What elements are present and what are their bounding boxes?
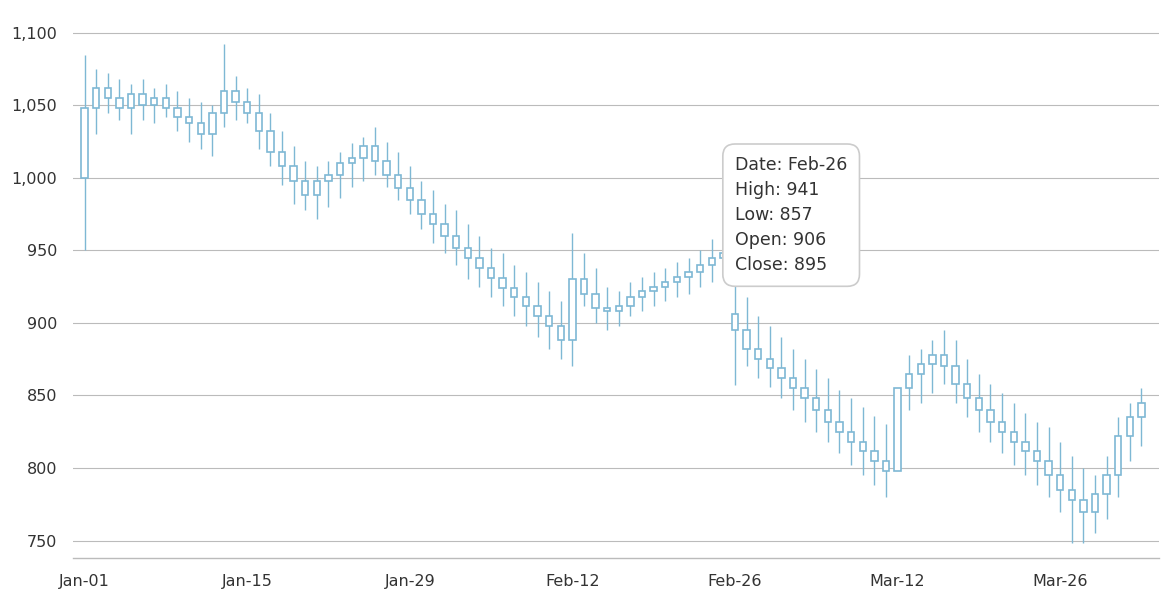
Bar (314, 181, 321, 196)
Bar (500, 278, 505, 288)
Bar (325, 175, 331, 181)
Bar (790, 378, 797, 388)
Bar (278, 152, 285, 166)
Bar (1138, 403, 1144, 417)
Bar (662, 283, 668, 287)
Bar (1011, 432, 1017, 442)
Bar (755, 349, 762, 359)
Bar (546, 316, 552, 326)
Bar (186, 117, 192, 123)
Bar (128, 94, 135, 108)
Bar (104, 88, 111, 98)
Bar (418, 200, 425, 214)
Bar (697, 265, 703, 272)
Bar (964, 384, 970, 398)
Bar (604, 308, 611, 311)
Bar (267, 131, 274, 152)
Bar (813, 398, 819, 410)
Bar (1127, 417, 1133, 436)
Bar (209, 113, 215, 134)
Bar (488, 268, 494, 278)
Bar (651, 287, 656, 291)
Bar (569, 280, 576, 340)
Bar (709, 257, 715, 265)
Bar (1023, 442, 1028, 451)
Bar (360, 146, 366, 158)
Bar (139, 94, 146, 106)
Bar (429, 214, 436, 224)
Bar (1057, 475, 1064, 490)
Bar (837, 422, 842, 432)
Bar (801, 388, 807, 398)
Bar (163, 98, 170, 108)
Bar (221, 91, 227, 113)
Bar (906, 374, 913, 388)
Bar (82, 108, 88, 178)
Bar (1103, 475, 1110, 494)
Bar (337, 163, 343, 175)
Bar (825, 410, 831, 422)
Bar (116, 98, 123, 108)
Bar (395, 175, 401, 188)
Bar (929, 355, 936, 364)
Bar (743, 330, 750, 349)
Bar (198, 123, 204, 134)
Bar (302, 181, 309, 196)
Bar (778, 368, 785, 378)
Bar (976, 398, 982, 410)
Bar (627, 297, 634, 305)
Bar (917, 364, 924, 374)
Bar (151, 98, 158, 106)
Bar (233, 91, 239, 103)
Bar (686, 272, 691, 277)
Bar (349, 158, 355, 163)
Bar (1092, 494, 1099, 512)
Bar (1045, 461, 1052, 475)
Bar (894, 388, 901, 471)
Bar (721, 253, 727, 257)
Bar (1034, 451, 1040, 461)
Bar (1115, 436, 1121, 475)
Bar (535, 305, 541, 316)
Bar (987, 410, 993, 422)
Bar (848, 432, 854, 442)
Bar (580, 280, 587, 294)
Bar (731, 314, 738, 330)
Bar (615, 305, 622, 311)
Bar (372, 146, 378, 161)
Bar (952, 367, 959, 384)
Bar (441, 224, 448, 236)
Bar (290, 166, 297, 181)
Bar (92, 88, 99, 108)
Bar (245, 103, 250, 113)
Text: Date: Feb-26
High: 941
Low: 857
Open: 906
Close: 895: Date: Feb-26 High: 941 Low: 857 Open: 90… (735, 156, 847, 274)
Bar (941, 355, 948, 367)
Bar (674, 277, 680, 283)
Bar (999, 422, 1005, 432)
Bar (639, 291, 645, 297)
Bar (766, 359, 773, 368)
Bar (407, 188, 413, 200)
Bar (255, 113, 262, 131)
Bar (511, 288, 517, 297)
Bar (1068, 490, 1075, 500)
Bar (872, 451, 878, 461)
Bar (476, 257, 483, 268)
Bar (523, 297, 529, 305)
Bar (1080, 500, 1087, 512)
Bar (882, 461, 889, 471)
Bar (384, 161, 390, 175)
Bar (860, 442, 866, 451)
Bar (558, 326, 564, 340)
Bar (453, 236, 460, 248)
Bar (174, 108, 180, 117)
Bar (464, 248, 472, 257)
Bar (592, 294, 599, 308)
